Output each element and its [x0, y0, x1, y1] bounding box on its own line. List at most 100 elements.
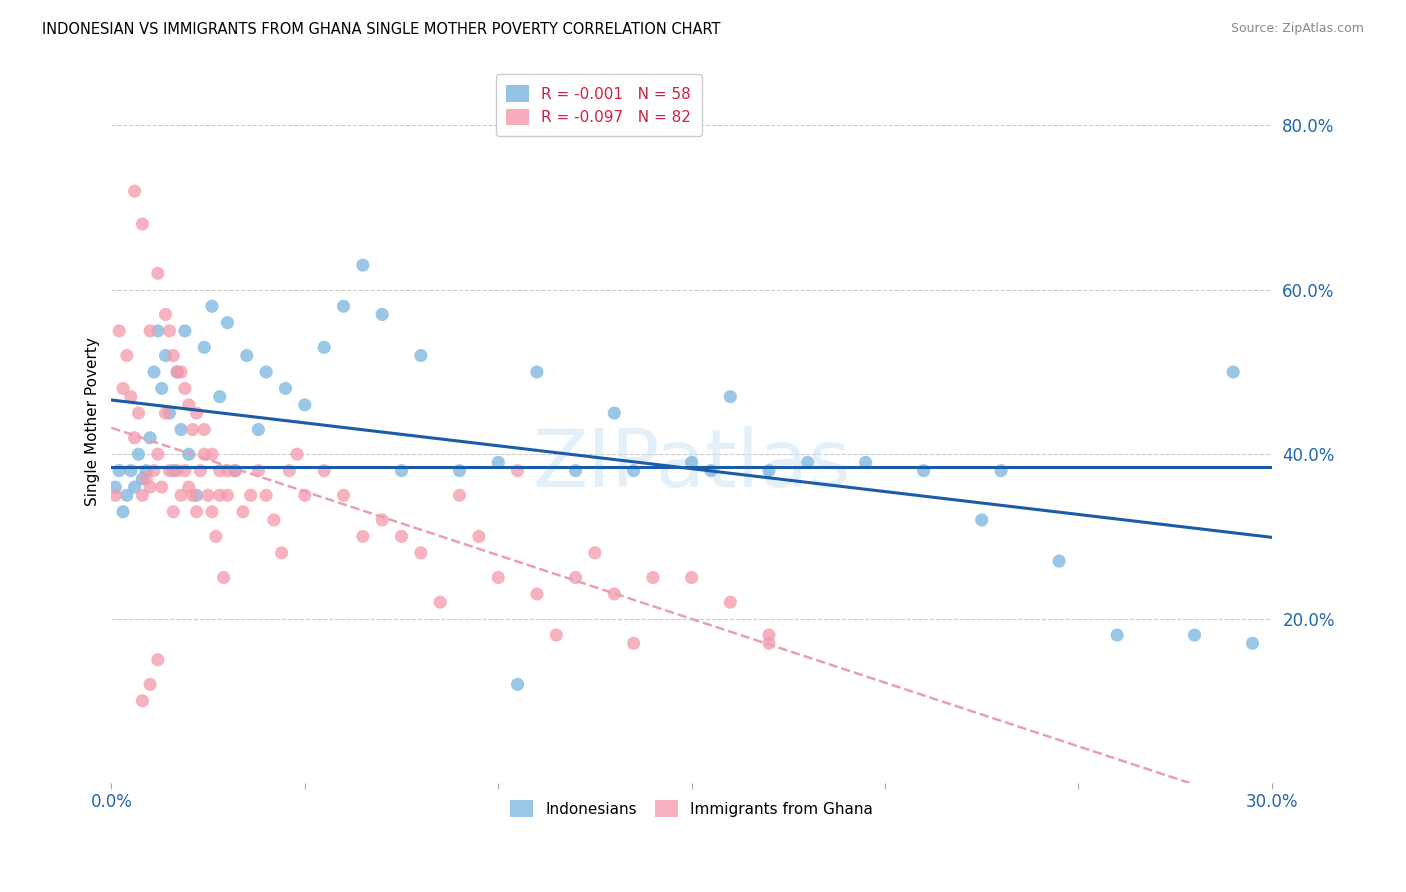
Point — [409, 546, 432, 560]
Point — [352, 258, 374, 272]
Point — [526, 365, 548, 379]
Point — [155, 406, 177, 420]
Point — [990, 464, 1012, 478]
Point — [159, 324, 181, 338]
Point — [506, 677, 529, 691]
Point — [236, 349, 259, 363]
Point — [429, 595, 451, 609]
Point — [623, 636, 645, 650]
Point — [855, 455, 877, 469]
Point — [124, 480, 146, 494]
Point — [371, 308, 394, 322]
Text: ZIPatlas: ZIPatlas — [533, 425, 851, 504]
Point — [162, 505, 184, 519]
Point — [131, 472, 153, 486]
Point — [232, 505, 254, 519]
Point — [150, 381, 173, 395]
Point — [212, 570, 235, 584]
Point — [166, 464, 188, 478]
Point — [190, 464, 212, 478]
Point — [641, 570, 664, 584]
Point — [603, 587, 626, 601]
Point — [208, 464, 231, 478]
Point — [181, 488, 204, 502]
Legend: Indonesians, Immigrants from Ghana: Indonesians, Immigrants from Ghana — [501, 791, 883, 826]
Text: INDONESIAN VS IMMIGRANTS FROM GHANA SINGLE MOTHER POVERTY CORRELATION CHART: INDONESIAN VS IMMIGRANTS FROM GHANA SING… — [42, 22, 721, 37]
Point — [700, 464, 723, 478]
Point — [332, 299, 354, 313]
Point — [111, 505, 134, 519]
Point — [254, 488, 277, 502]
Point — [274, 381, 297, 395]
Point — [115, 349, 138, 363]
Point — [758, 464, 780, 478]
Point — [177, 398, 200, 412]
Point — [146, 447, 169, 461]
Point — [186, 488, 208, 502]
Point — [314, 340, 336, 354]
Point — [174, 324, 197, 338]
Point — [332, 488, 354, 502]
Point — [278, 464, 301, 478]
Point — [135, 472, 157, 486]
Point — [104, 488, 127, 502]
Point — [208, 390, 231, 404]
Point — [201, 447, 224, 461]
Point — [166, 365, 188, 379]
Point — [409, 349, 432, 363]
Point — [139, 480, 162, 494]
Point — [623, 464, 645, 478]
Y-axis label: Single Mother Poverty: Single Mother Poverty — [86, 337, 100, 506]
Point — [468, 529, 491, 543]
Point — [681, 570, 703, 584]
Point — [159, 464, 181, 478]
Point — [449, 464, 471, 478]
Point — [217, 488, 239, 502]
Point — [201, 505, 224, 519]
Point — [970, 513, 993, 527]
Point — [758, 628, 780, 642]
Point — [526, 587, 548, 601]
Point — [217, 464, 239, 478]
Point — [208, 488, 231, 502]
Point — [285, 447, 308, 461]
Point — [193, 340, 215, 354]
Point — [146, 653, 169, 667]
Point — [486, 570, 509, 584]
Point — [120, 390, 142, 404]
Point — [1184, 628, 1206, 642]
Point — [718, 595, 741, 609]
Point — [205, 529, 228, 543]
Point — [177, 447, 200, 461]
Point — [197, 488, 219, 502]
Point — [127, 447, 149, 461]
Point — [170, 365, 193, 379]
Point — [1107, 628, 1129, 642]
Point — [131, 488, 153, 502]
Point — [104, 480, 127, 494]
Point — [131, 694, 153, 708]
Point — [486, 455, 509, 469]
Point — [224, 464, 246, 478]
Point — [294, 398, 316, 412]
Point — [1222, 365, 1244, 379]
Point — [193, 447, 215, 461]
Point — [186, 406, 208, 420]
Point — [108, 464, 131, 478]
Point — [139, 431, 162, 445]
Point — [352, 529, 374, 543]
Point — [150, 480, 173, 494]
Point — [912, 464, 935, 478]
Point — [201, 299, 224, 313]
Point — [371, 513, 394, 527]
Point — [143, 365, 166, 379]
Point — [1047, 554, 1070, 568]
Point — [718, 390, 741, 404]
Point — [139, 677, 162, 691]
Point — [139, 324, 162, 338]
Point — [124, 184, 146, 198]
Point — [681, 455, 703, 469]
Point — [758, 636, 780, 650]
Point — [217, 316, 239, 330]
Point — [124, 431, 146, 445]
